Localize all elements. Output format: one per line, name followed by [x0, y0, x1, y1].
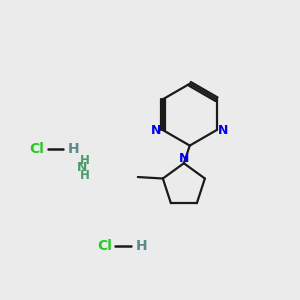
Text: H: H — [68, 142, 79, 155]
Text: H: H — [135, 239, 147, 253]
Text: Cl: Cl — [97, 239, 112, 253]
Text: Cl: Cl — [29, 142, 44, 155]
Text: N: N — [218, 124, 228, 136]
Text: N: N — [179, 152, 189, 165]
Text: H: H — [80, 154, 90, 167]
Text: N: N — [77, 161, 88, 174]
Text: N: N — [151, 124, 162, 136]
Text: H: H — [80, 169, 90, 182]
